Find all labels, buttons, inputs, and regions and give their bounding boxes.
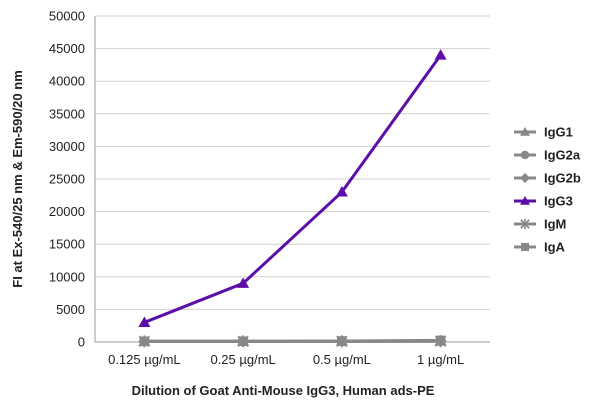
y-axis-label: FI at Ex-540/25 nm & Em-590/20 nm [10, 70, 25, 287]
legend-label-igg1: IgG1 [544, 125, 573, 140]
data-point-iga [435, 335, 446, 346]
y-tick-label: 45000 [49, 41, 85, 56]
data-point-iga [139, 336, 150, 347]
data-point-iga [337, 336, 347, 346]
legend-marker-igg2a [520, 150, 530, 160]
legend-marker-iga [521, 243, 529, 251]
y-tick-label: 15000 [49, 237, 85, 252]
legend-marker-igg1 [520, 127, 530, 136]
y-tick-label: 35000 [49, 106, 85, 121]
y-tick-label: 50000 [49, 9, 85, 24]
legend-label-igg2b: IgG2b [544, 171, 581, 186]
x-tick-label: 1 µg/mL [417, 352, 464, 367]
legend-marker-igm [520, 219, 530, 229]
x-axis-label: Dilution of Goat Anti-Mouse IgG3, Human … [132, 383, 435, 398]
data-point-igg3 [138, 316, 151, 327]
y-tick-label: 25000 [49, 172, 85, 187]
x-tick-label: 0.5 µg/mL [313, 352, 371, 367]
y-tick-label: 5000 [56, 302, 85, 317]
legend-item-igg1: IgG1 [514, 125, 573, 140]
legend-item-igg2a: IgG2a [514, 148, 581, 163]
y-tick-label: 10000 [49, 269, 85, 284]
legend-label-igg3: IgG3 [544, 194, 573, 209]
x-tick-label: 0.125 µg/mL [108, 352, 181, 367]
series-line-iga [144, 338, 441, 343]
x-tick-label: 0.25 µg/mL [210, 352, 275, 367]
gridlines [95, 15, 490, 310]
legend-label-igg2a: IgG2a [544, 148, 581, 163]
data-point-igg3 [335, 186, 348, 197]
legend: IgG1 IgG2a IgG2b IgG3 IgM IgA [514, 125, 581, 255]
legend-item-igm: IgM [514, 217, 566, 232]
y-tick-label: 20000 [49, 204, 85, 219]
y-tick-label: 30000 [49, 139, 85, 154]
legend-item-iga: IgA [514, 240, 566, 255]
y-tick-label: 40000 [49, 74, 85, 89]
legend-item-igg2b: IgG2b [514, 171, 581, 186]
legend-label-igm: IgM [544, 217, 566, 232]
legend-item-igg3: IgG3 [514, 194, 573, 209]
series-iga [139, 335, 446, 347]
legend-marker-igg3 [520, 196, 530, 205]
data-point-iga [238, 336, 248, 347]
legend-label-iga: IgA [544, 240, 566, 255]
axes: 0 5000 10000 15000 20000 25000 30000 35000 40000… [49, 9, 490, 367]
data-point-igg3 [237, 277, 250, 288]
data-point-igg3 [434, 49, 447, 60]
legend-marker-igg2b [520, 173, 530, 183]
series-line-igg3 [143, 54, 442, 324]
series-group [138, 49, 447, 348]
series-igg3 [138, 49, 447, 327]
y-tick-label: 0 [78, 335, 85, 350]
